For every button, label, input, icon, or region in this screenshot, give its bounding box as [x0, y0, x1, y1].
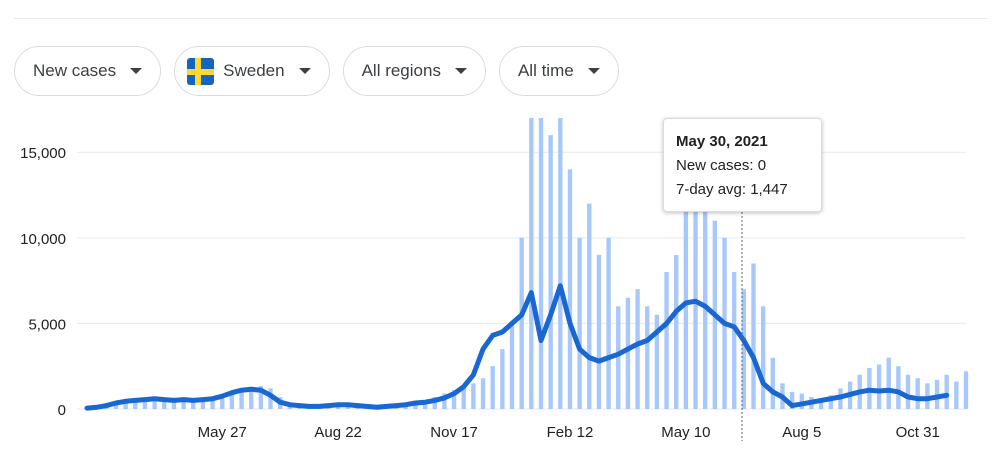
daily-bar — [162, 399, 167, 409]
daily-bar — [674, 254, 679, 409]
x-tick-label: Aug 22 — [314, 424, 362, 441]
daily-bar — [828, 395, 833, 409]
daily-bar — [133, 399, 138, 409]
daily-bar — [905, 374, 911, 409]
tooltip-average: 7-day avg: 1,447 — [676, 181, 788, 198]
daily-bar — [509, 323, 515, 409]
daily-bar — [422, 400, 428, 409]
daily-bar — [567, 169, 573, 409]
y-tick-label: 0 — [58, 402, 66, 419]
metric-dropdown[interactable]: New cases — [14, 46, 162, 96]
daily-bar — [596, 254, 602, 409]
region-dropdown-label: All regions — [361, 61, 441, 80]
x-tick-label: Aug 5 — [782, 424, 821, 441]
daily-bar — [480, 378, 486, 409]
daily-bar — [625, 297, 631, 409]
daily-bar — [548, 135, 553, 409]
daily-bar — [461, 386, 466, 409]
daily-bar — [693, 186, 698, 409]
daily-bar — [142, 397, 148, 409]
daily-bar — [123, 401, 128, 409]
caret-down-icon — [587, 68, 600, 74]
daily-bar — [529, 118, 534, 409]
daily-bar — [181, 398, 186, 409]
caret-down-icon — [454, 68, 467, 74]
tooltip-date: May 30, 2021 — [676, 133, 768, 150]
daily-bar — [171, 397, 177, 409]
daily-bar — [799, 393, 804, 409]
daily-bar — [934, 379, 940, 409]
daily-bar — [876, 364, 882, 409]
daily-bar — [432, 397, 437, 409]
daily-bar — [210, 397, 215, 409]
metric-dropdown-label: New cases — [33, 61, 117, 80]
daily-bar — [915, 378, 920, 409]
daily-bar — [944, 374, 949, 409]
daily-bar — [577, 237, 582, 409]
daily-bar — [442, 393, 447, 409]
daily-bar — [818, 398, 824, 409]
daily-bar — [471, 383, 476, 409]
caret-down-icon — [130, 68, 143, 74]
time-range-dropdown-label: All time — [517, 61, 574, 80]
daily-bar — [896, 366, 901, 409]
daily-bar — [451, 390, 457, 409]
daily-bar — [519, 237, 524, 409]
daily-bar — [191, 400, 196, 409]
daily-bar — [538, 118, 544, 409]
daily-bar — [616, 306, 621, 409]
daily-bar — [152, 398, 157, 409]
region-dropdown[interactable]: All regions — [342, 46, 486, 96]
daily-bar — [229, 391, 235, 409]
seven-day-average-line — [84, 283, 950, 411]
x-tick-label: Nov 17 — [430, 424, 478, 441]
top-divider — [14, 18, 988, 19]
daily-bar — [654, 314, 660, 409]
daily-bar — [645, 306, 650, 409]
daily-bar — [587, 203, 592, 409]
daily-bar — [925, 383, 930, 409]
daily-bar — [558, 118, 563, 409]
daily-bar — [500, 349, 505, 409]
daily-bar — [220, 395, 225, 409]
daily-bar — [770, 357, 775, 409]
y-tick-label: 15,000 — [20, 145, 66, 162]
daily-bar — [683, 203, 689, 409]
daily-bar — [886, 357, 891, 409]
daily-bar — [490, 366, 495, 409]
tooltip-new-cases: New cases: 0 — [676, 157, 767, 174]
country-dropdown[interactable]: Sweden — [174, 46, 330, 96]
daily-bar — [249, 386, 254, 409]
x-tick-label: May 27 — [198, 424, 247, 441]
daily-bar — [741, 289, 747, 409]
daily-bar — [413, 403, 418, 409]
daily-bar — [335, 405, 341, 409]
daily-bar — [239, 390, 244, 409]
daily-bar — [760, 306, 766, 409]
daily-bar — [954, 381, 959, 409]
daily-bar — [268, 388, 273, 409]
caret-down-icon — [298, 68, 311, 74]
daily-bar — [732, 272, 737, 409]
sweden-flag-icon — [187, 57, 215, 85]
x-tick-label: Feb 12 — [547, 424, 594, 441]
daily-bar — [606, 237, 611, 409]
y-tick-label: 5,000 — [28, 316, 66, 333]
daily-bar — [258, 385, 264, 409]
country-dropdown-label: Sweden — [223, 61, 285, 80]
daily-bar — [963, 371, 969, 409]
daily-bar — [789, 391, 795, 409]
daily-bar — [664, 272, 669, 409]
chart-tooltip: May 30, 2021 New cases: 0 7-day avg: 1,4… — [663, 118, 822, 212]
daily-bar — [113, 403, 119, 409]
time-range-dropdown[interactable]: All time — [498, 46, 619, 96]
daily-bar — [635, 289, 640, 409]
x-tick-label: May 10 — [661, 424, 710, 441]
x-tick-label: Oct 31 — [896, 424, 940, 441]
filter-bar: New cases Sweden All regions All time — [14, 46, 619, 96]
daily-bar — [200, 398, 206, 409]
daily-bar — [751, 263, 756, 409]
y-tick-label: 10,000 — [20, 231, 66, 248]
